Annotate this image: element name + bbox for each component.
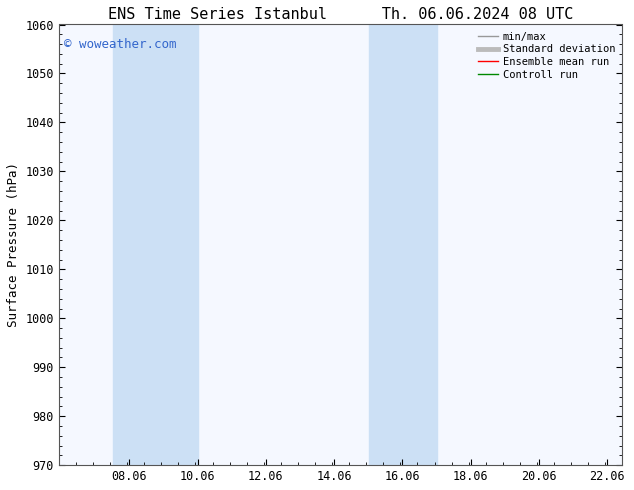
Title: ENS Time Series Istanbul      Th. 06.06.2024 08 UTC: ENS Time Series Istanbul Th. 06.06.2024 … [108, 7, 573, 22]
Bar [369, 24, 437, 465]
Text: © woweather.com: © woweather.com [65, 38, 177, 51]
Legend: min/max, Standard deviation, Ensemble mean run, Controll run: min/max, Standard deviation, Ensemble me… [476, 30, 617, 82]
Bar [113, 24, 198, 465]
Y-axis label: Surface Pressure (hPa): Surface Pressure (hPa) [7, 162, 20, 327]
